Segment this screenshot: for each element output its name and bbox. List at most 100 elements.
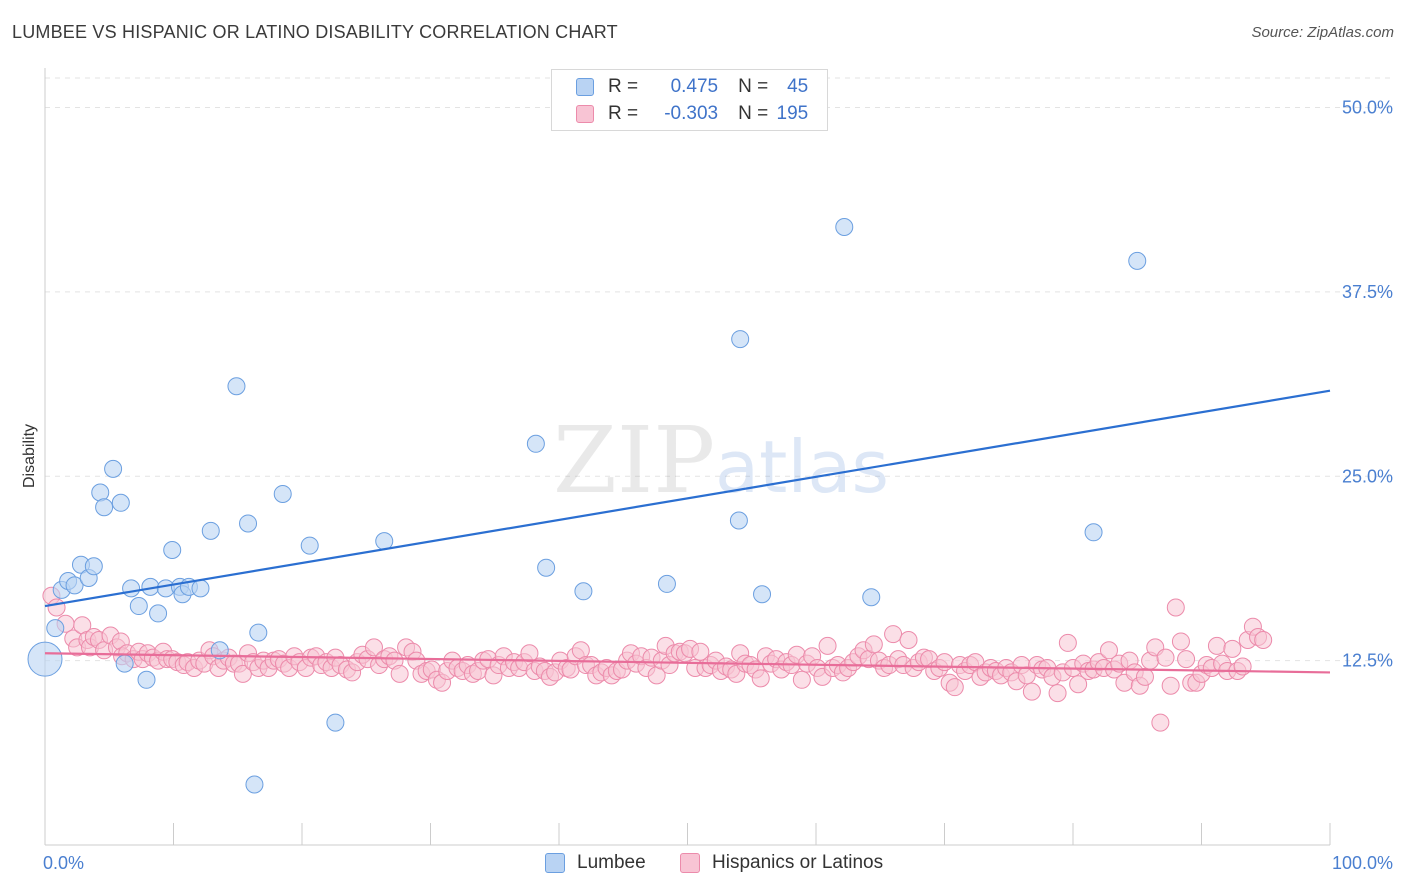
legend-n-label: N = <box>738 103 769 124</box>
lumbee-point <box>115 654 134 673</box>
hispanic-point <box>1151 713 1170 732</box>
lumbee-point <box>753 585 772 604</box>
hispanic-point <box>1233 657 1252 676</box>
hispanic-point <box>1048 684 1067 703</box>
source-label: Source: ZipAtlas.com <box>1251 24 1394 41</box>
hispanic-point <box>1069 675 1088 694</box>
hispanic-point <box>1022 682 1041 701</box>
legend-n-value: 195 <box>776 103 809 124</box>
legend-r-value: 0.475 <box>670 76 719 97</box>
hispanic-point <box>1099 641 1118 660</box>
lumbee-point <box>46 619 65 638</box>
hispanic-point <box>1156 648 1175 667</box>
y-tick-labels: 12.5% 25.0% 37.5% 50.0% <box>1342 98 1393 671</box>
hispanic-point <box>864 635 883 654</box>
watermark: ZIP atlas <box>553 407 889 514</box>
legend-r-value: -0.303 <box>664 103 719 124</box>
lumbee-point <box>249 623 268 642</box>
lumbee-point <box>729 511 748 530</box>
hispanic-point <box>1161 676 1180 695</box>
hispanic-point <box>899 630 918 649</box>
legend-n-value: 45 <box>787 76 809 97</box>
lumbee-point <box>201 521 220 540</box>
hispanic-point <box>1177 650 1196 669</box>
lumbee-point <box>300 536 319 555</box>
lumbee-point <box>526 434 545 453</box>
correlation-legend: R = 0.475 N = 45 R = -0.303 N = 195 <box>551 69 828 131</box>
lumbee-point <box>95 498 114 517</box>
watermark-atlas: atlas <box>715 425 889 509</box>
x-tick-labels: 0.0% 100.0% <box>43 853 1393 873</box>
hispanic-point <box>390 664 409 683</box>
lumbee-point <box>129 597 148 616</box>
hispanic-point <box>1166 598 1185 617</box>
y-tick-label: 25.0% <box>1342 466 1393 486</box>
lumbee-point <box>273 484 292 503</box>
hispanic-point <box>1223 639 1242 658</box>
hispanic-point <box>884 625 903 644</box>
hispanic-point <box>364 638 383 657</box>
lumbee-swatch <box>545 853 565 873</box>
hispanic-point <box>945 678 964 697</box>
lumbee-point <box>84 557 103 576</box>
lumbee-trend-line <box>44 389 1331 608</box>
hispanic-point <box>792 670 811 689</box>
lumbee-point <box>239 514 258 533</box>
y-axis-title: Disability <box>21 424 38 488</box>
lumbee-point <box>122 579 141 598</box>
lumbee-swatch <box>576 78 594 96</box>
hispanic-point <box>935 653 954 672</box>
lumbee-point <box>137 670 156 689</box>
hispanic-point <box>691 642 710 661</box>
lumbee-point <box>326 713 345 732</box>
lumbee-point <box>111 493 130 512</box>
lumbee-point <box>227 377 246 396</box>
hispanic-swatch <box>680 853 700 873</box>
lumbee-point <box>65 576 84 595</box>
lumbee-point <box>210 641 229 660</box>
hispanic-point <box>751 669 770 688</box>
chart-title: LUMBEE VS HISPANIC OR LATINO DISABILITY … <box>12 22 618 42</box>
lumbee-point <box>574 582 593 601</box>
hispanic-point <box>1207 636 1226 655</box>
lumbee-point <box>862 588 881 607</box>
hispanic-points <box>42 586 1273 732</box>
hispanic-point <box>1254 630 1273 649</box>
y-tick-label: 50.0% <box>1342 98 1393 118</box>
lumbee-point <box>191 579 210 598</box>
trend-lines <box>44 389 1331 674</box>
lumbee-point <box>1128 251 1147 270</box>
y-tick-label: 12.5% <box>1342 651 1393 671</box>
lumbee-points <box>27 217 1147 794</box>
hispanic-point <box>818 636 837 655</box>
series-legend: Lumbee Hispanics or Latinos <box>0 852 1406 878</box>
legend-item-lumbee[interactable]: Lumbee <box>545 852 646 874</box>
hispanic-point <box>1171 632 1190 651</box>
lumbee-point <box>731 330 750 349</box>
hispanic-point <box>233 664 252 683</box>
hispanic-point <box>520 644 539 663</box>
axes <box>44 68 1331 846</box>
watermark-zip: ZIP <box>553 407 715 514</box>
hispanic-point <box>1135 667 1154 686</box>
hispanic-swatch <box>576 105 594 123</box>
x-tick-label: 100.0% <box>1332 853 1393 873</box>
hispanic-trend-line <box>44 652 1331 674</box>
lumbee-point <box>657 574 676 593</box>
lumbee-point <box>91 483 110 502</box>
lumbee-point <box>27 641 63 677</box>
lumbee-point <box>245 775 264 794</box>
legend-row-lumbee: R = 0.475 N = 45 <box>576 75 808 99</box>
lumbee-point <box>149 604 168 623</box>
lumbee-point <box>104 459 123 478</box>
legend-r-label: R = <box>608 76 639 97</box>
hispanic-point <box>1058 633 1077 652</box>
lumbee-point <box>835 217 854 236</box>
lumbee-point <box>163 541 182 559</box>
legend-r-label: R = <box>608 103 639 124</box>
x-tick-label: 0.0% <box>43 853 84 873</box>
legend-label: Lumbee <box>577 852 646 873</box>
legend-item-hispanic[interactable]: Hispanics or Latinos <box>680 852 883 874</box>
y-tick-label: 37.5% <box>1342 282 1393 302</box>
